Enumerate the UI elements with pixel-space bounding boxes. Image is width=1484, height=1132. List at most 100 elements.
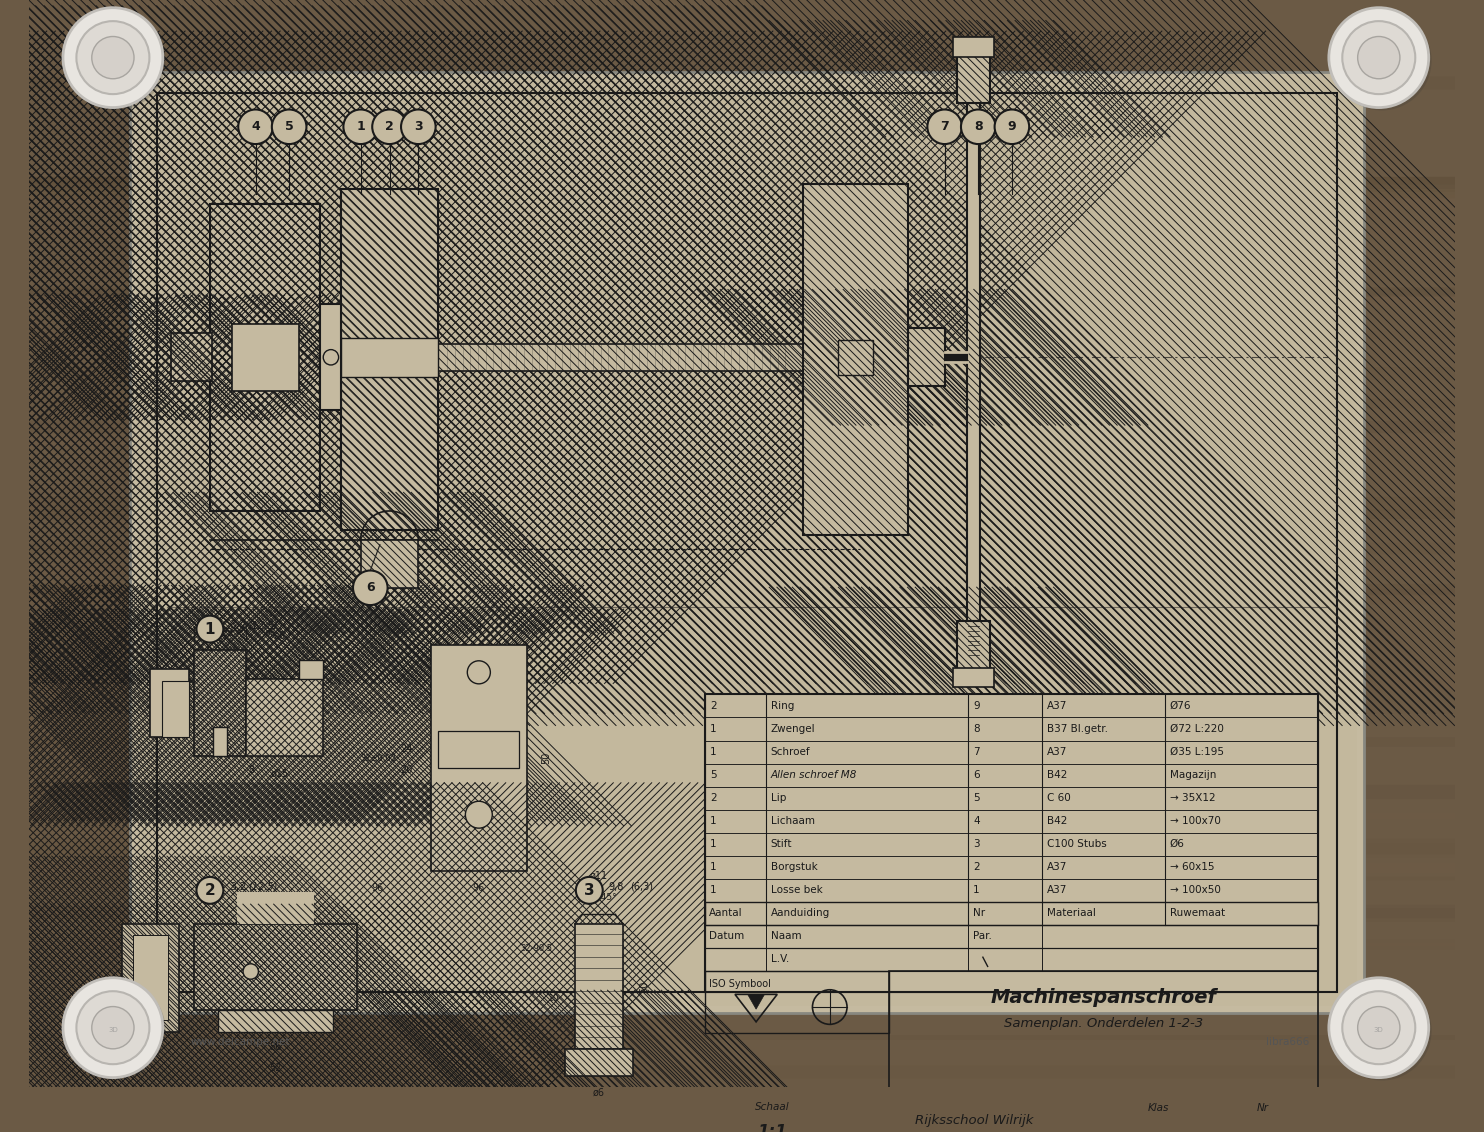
Bar xyxy=(361,540,418,588)
Circle shape xyxy=(343,110,378,144)
Bar xyxy=(237,892,313,924)
Text: Klas: Klas xyxy=(1149,1104,1169,1114)
Bar xyxy=(209,204,321,511)
Text: M8: M8 xyxy=(239,945,254,955)
Circle shape xyxy=(272,110,306,144)
Text: 30: 30 xyxy=(171,697,181,709)
Text: Par.: Par. xyxy=(974,932,993,942)
Text: Aanduiding: Aanduiding xyxy=(770,908,830,918)
Circle shape xyxy=(324,350,338,365)
Bar xyxy=(705,787,1318,809)
Text: 9: 9 xyxy=(974,701,979,711)
Text: 8: 8 xyxy=(974,724,979,734)
Circle shape xyxy=(92,36,134,79)
Text: 5: 5 xyxy=(711,770,717,780)
Text: Lichaam: Lichaam xyxy=(770,816,815,826)
Text: 1: 1 xyxy=(711,724,717,734)
Text: 8: 8 xyxy=(577,1006,583,1015)
Bar xyxy=(138,79,1356,1005)
Text: 4: 4 xyxy=(251,120,260,134)
Text: (12,5): (12,5) xyxy=(248,882,278,892)
Text: 1: 1 xyxy=(711,816,717,826)
Circle shape xyxy=(1358,1006,1399,1049)
Bar xyxy=(705,902,1318,925)
Text: 1: 1 xyxy=(974,885,979,895)
Bar xyxy=(705,1096,1318,1132)
Bar xyxy=(908,328,945,386)
Circle shape xyxy=(76,992,150,1064)
Text: M8: M8 xyxy=(450,652,464,662)
Text: 3D: 3D xyxy=(1374,1027,1383,1032)
Bar xyxy=(705,925,1318,947)
Bar xyxy=(705,971,889,1034)
Text: ø6: ø6 xyxy=(594,1088,605,1098)
Text: Datum: Datum xyxy=(709,932,745,942)
Text: Machinespanschroef: Machinespanschroef xyxy=(990,988,1217,1007)
Circle shape xyxy=(962,110,996,144)
Text: Rijksschool Wilrijk: Rijksschool Wilrijk xyxy=(916,1114,1034,1127)
Text: C 60: C 60 xyxy=(1046,794,1070,803)
Bar xyxy=(705,764,1318,787)
Text: 6: 6 xyxy=(974,770,979,780)
Circle shape xyxy=(353,571,387,606)
Text: 32±0.02: 32±0.02 xyxy=(361,754,396,763)
Bar xyxy=(193,924,356,1011)
Bar xyxy=(705,878,1318,902)
Bar xyxy=(705,833,1318,856)
Text: Schroef: Schroef xyxy=(770,747,810,757)
Text: 7: 7 xyxy=(941,120,950,134)
Text: 1: 1 xyxy=(711,885,717,895)
Bar xyxy=(953,37,994,57)
Text: 56: 56 xyxy=(269,1041,282,1052)
Text: 50: 50 xyxy=(542,752,551,764)
Text: 8: 8 xyxy=(248,765,254,775)
Bar xyxy=(162,681,188,737)
Text: Zwengel: Zwengel xyxy=(770,724,815,734)
Bar xyxy=(341,189,438,530)
Text: Nr: Nr xyxy=(1257,1104,1269,1114)
Bar xyxy=(134,935,168,1020)
Text: → 60x15: → 60x15 xyxy=(1169,863,1214,873)
Text: ø6: ø6 xyxy=(275,631,286,641)
Text: B42: B42 xyxy=(1046,816,1067,826)
Bar xyxy=(705,740,1318,764)
Text: Nr: Nr xyxy=(974,908,985,918)
Text: 2: 2 xyxy=(711,701,717,711)
Text: 3: 3 xyxy=(414,120,423,134)
Bar xyxy=(341,338,438,377)
Bar xyxy=(321,305,341,410)
Text: 96: 96 xyxy=(473,883,485,893)
Text: C100 Stubs: C100 Stubs xyxy=(1046,839,1107,849)
Text: 20: 20 xyxy=(401,764,413,774)
Circle shape xyxy=(372,110,407,144)
Text: 14: 14 xyxy=(236,988,249,998)
Text: → 100x50: → 100x50 xyxy=(1169,885,1220,895)
Text: 8: 8 xyxy=(476,623,482,633)
Circle shape xyxy=(1358,36,1399,79)
Text: Ø72 L:220: Ø72 L:220 xyxy=(1169,724,1223,734)
Text: Ø6: Ø6 xyxy=(1169,839,1184,849)
Bar xyxy=(172,333,212,381)
Bar xyxy=(838,340,873,375)
Circle shape xyxy=(1331,980,1432,1081)
Text: ø11: ø11 xyxy=(589,871,608,881)
Text: Materiaal: Materiaal xyxy=(1046,908,1095,918)
Bar xyxy=(131,72,1364,1013)
Text: 22: 22 xyxy=(221,628,233,638)
Bar xyxy=(212,727,227,756)
Circle shape xyxy=(92,1006,134,1049)
Circle shape xyxy=(1343,22,1416,94)
Circle shape xyxy=(466,801,493,829)
Text: 10: 10 xyxy=(548,994,559,1003)
Text: Naam: Naam xyxy=(770,932,801,942)
Text: → 35X12: → 35X12 xyxy=(1169,794,1215,803)
Text: 3: 3 xyxy=(585,883,595,898)
Text: 7: 7 xyxy=(974,747,979,757)
Text: (6,3): (6,3) xyxy=(629,882,653,892)
Text: L.V.: L.V. xyxy=(770,954,789,964)
Bar xyxy=(438,344,803,371)
Text: Schaal: Schaal xyxy=(755,1101,789,1112)
Text: 2: 2 xyxy=(205,883,215,898)
Bar xyxy=(705,764,1318,787)
Bar xyxy=(430,645,527,872)
